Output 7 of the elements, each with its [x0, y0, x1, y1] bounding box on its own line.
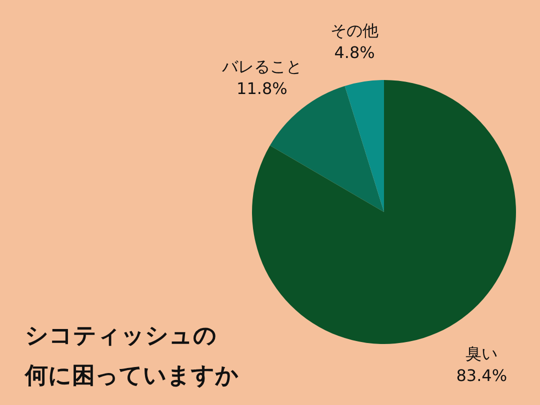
- slice-label: 臭い: [466, 344, 498, 363]
- slice-label: その他: [330, 20, 379, 40]
- text: シコティッシュの何に困っていますか: [24, 323, 239, 389]
- slice-label: バレること: [220, 56, 302, 76]
- data-label: 11.8%: [236, 78, 288, 98]
- data-label: 83.4%: [456, 366, 508, 385]
- data-label: 4.8%: [334, 42, 375, 62]
